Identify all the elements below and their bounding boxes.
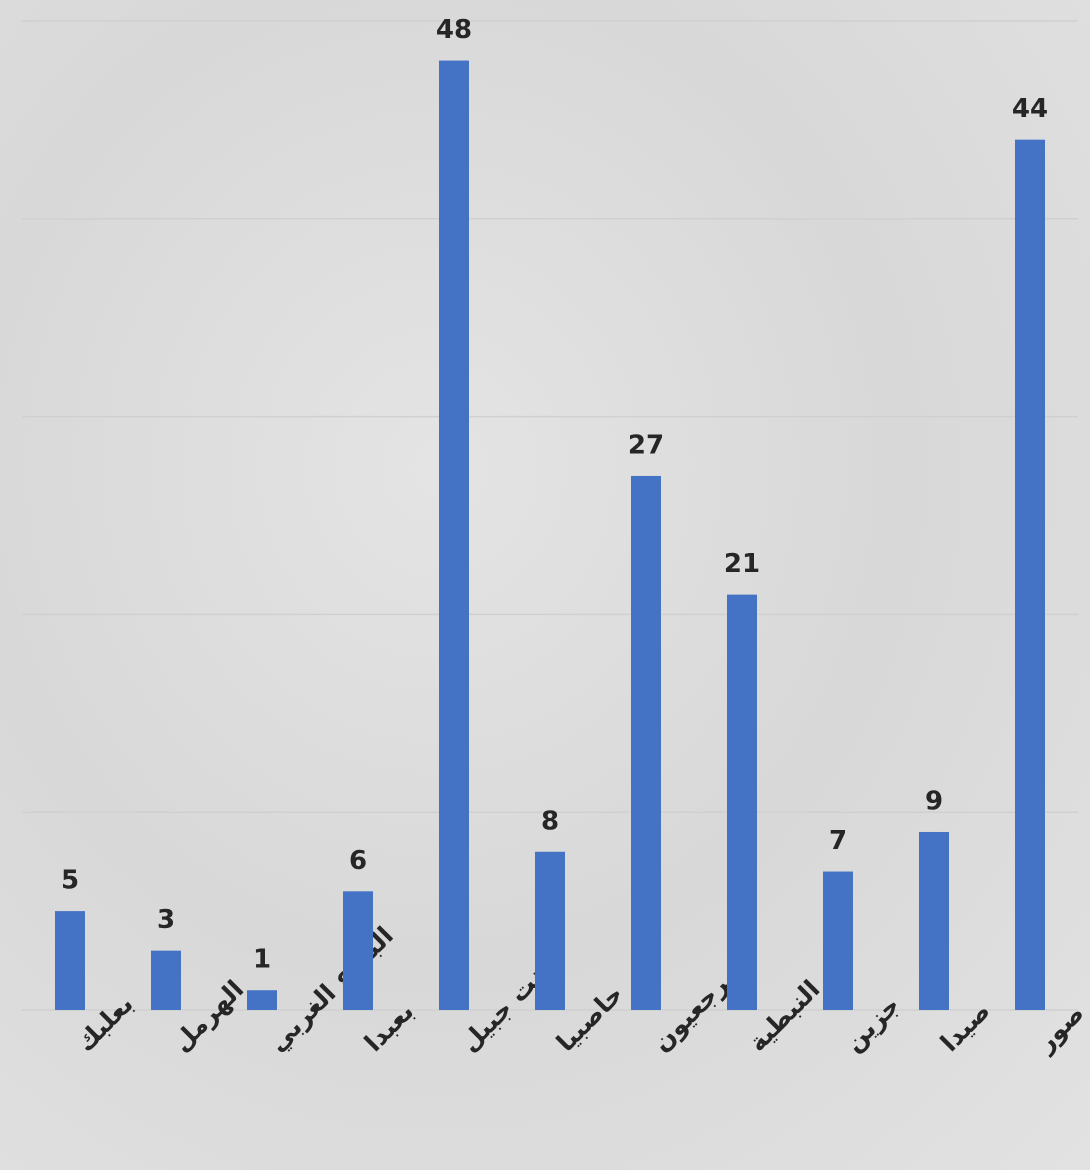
- bar: [247, 990, 277, 1010]
- data-label: 44: [1012, 94, 1048, 124]
- bar: [151, 950, 181, 1010]
- bar: [1015, 139, 1045, 1010]
- bar: [439, 60, 469, 1011]
- data-label: 3: [157, 905, 175, 935]
- data-label: 6: [349, 846, 367, 876]
- bar: [535, 851, 565, 1010]
- bar: [55, 911, 85, 1010]
- data-label: 9: [925, 786, 943, 816]
- bar: [343, 891, 373, 1010]
- data-label: 1: [253, 945, 271, 975]
- data-label: 27: [628, 430, 664, 460]
- bar: [631, 475, 661, 1010]
- bar: [919, 831, 949, 1010]
- data-label: 7: [829, 826, 847, 856]
- data-label: 8: [541, 806, 559, 836]
- bar: [727, 594, 757, 1010]
- bar: [823, 871, 853, 1010]
- data-label: 48: [436, 15, 472, 45]
- data-label: 21: [724, 549, 760, 579]
- data-label: 5: [61, 866, 79, 896]
